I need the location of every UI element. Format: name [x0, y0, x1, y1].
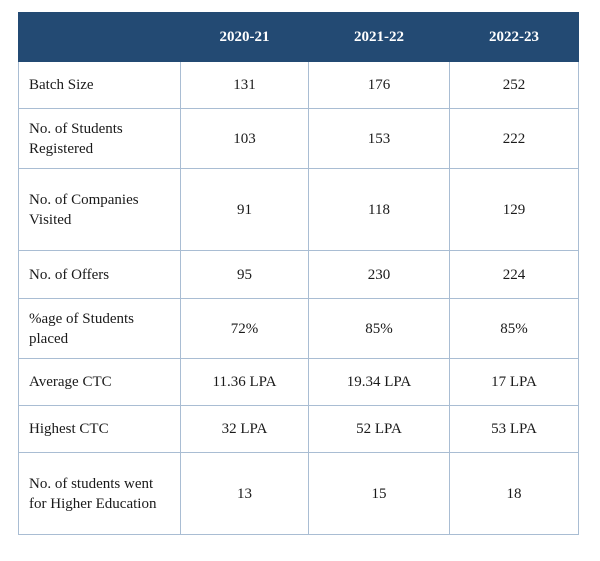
header-cell-2020-21: 2020-21 [180, 12, 309, 62]
cell-value: 19.34 LPA [308, 358, 450, 406]
cell-value: 32 LPA [180, 405, 309, 453]
cell-value: 53 LPA [449, 405, 579, 453]
row-label: Highest CTC [18, 405, 181, 453]
cell-value: 91 [180, 168, 309, 251]
cell-value: 222 [449, 108, 579, 169]
cell-value: 103 [180, 108, 309, 169]
cell-value: 52 LPA [308, 405, 450, 453]
cell-value: 85% [449, 298, 579, 359]
table-row-students-placed: %age of Students placed 72% 85% 85% [18, 298, 579, 359]
placement-stats-table-wrapper: 2020-21 2021-22 2022-23 Batch Size 131 1… [18, 12, 579, 535]
cell-value: 72% [180, 298, 309, 359]
cell-value: 18 [449, 452, 579, 535]
row-label: Average CTC [18, 358, 181, 406]
row-label: Batch Size [18, 61, 181, 109]
cell-value: 85% [308, 298, 450, 359]
cell-value: 11.36 LPA [180, 358, 309, 406]
table-row-average-ctc: Average CTC 11.36 LPA 19.34 LPA 17 LPA [18, 358, 579, 406]
header-cell-empty [18, 12, 181, 62]
row-label: No. of Companies Visited [18, 168, 181, 251]
header-cell-2022-23: 2022-23 [449, 12, 579, 62]
cell-value: 17 LPA [449, 358, 579, 406]
cell-value: 176 [308, 61, 450, 109]
header-cell-2021-22: 2021-22 [308, 12, 450, 62]
cell-value: 95 [180, 250, 309, 299]
cell-value: 230 [308, 250, 450, 299]
table-row-offers: No. of Offers 95 230 224 [18, 250, 579, 299]
table-row-highest-ctc: Highest CTC 32 LPA 52 LPA 53 LPA [18, 405, 579, 453]
cell-value: 129 [449, 168, 579, 251]
table-row-companies-visited: No. of Companies Visited 91 118 129 [18, 168, 579, 251]
header-row: 2020-21 2021-22 2022-23 [18, 12, 579, 62]
cell-value: 153 [308, 108, 450, 169]
table-row-batch-size: Batch Size 131 176 252 [18, 61, 579, 109]
placement-stats-table: 2020-21 2021-22 2022-23 Batch Size 131 1… [18, 12, 579, 535]
cell-value: 252 [449, 61, 579, 109]
table-row-higher-education: No. of students went for Higher Educatio… [18, 452, 579, 535]
row-label: No. of Offers [18, 250, 181, 299]
row-label: No. of students went for Higher Educatio… [18, 452, 181, 535]
cell-value: 13 [180, 452, 309, 535]
row-label: %age of Students placed [18, 298, 181, 359]
cell-value: 15 [308, 452, 450, 535]
cell-value: 118 [308, 168, 450, 251]
row-label: No. of Students Registered [18, 108, 181, 169]
table-row-students-registered: No. of Students Registered 103 153 222 [18, 108, 579, 169]
cell-value: 131 [180, 61, 309, 109]
cell-value: 224 [449, 250, 579, 299]
